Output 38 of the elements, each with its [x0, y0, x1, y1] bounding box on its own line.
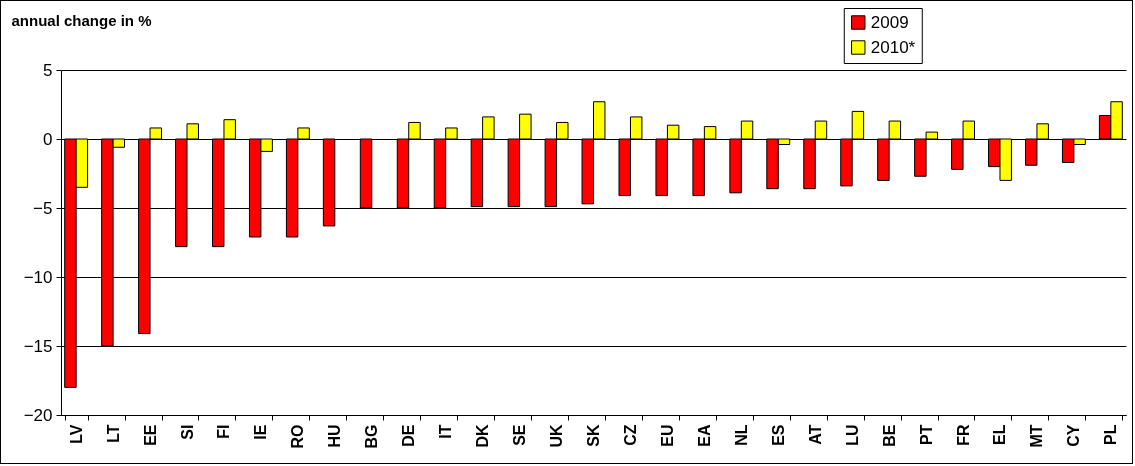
x-tick-label: AT	[806, 424, 824, 445]
x-tick-label: HU	[326, 424, 344, 448]
x-tick-label: SE	[511, 424, 529, 446]
x-tick-label: SI	[178, 424, 196, 440]
y-tick-label: −15	[23, 336, 53, 356]
y-axis-title: annual change in %	[11, 11, 152, 29]
x-tick-label: CZ	[621, 424, 639, 446]
x-tick-label: DE	[400, 424, 418, 447]
x-tick-label: MT	[1028, 424, 1046, 448]
x-tick-label: IE	[252, 424, 270, 440]
y-tick-label: −5	[33, 198, 53, 218]
x-tick-label: ES	[769, 424, 787, 446]
x-tick-label: PL	[1102, 424, 1120, 445]
x-tick-label: PT	[917, 424, 935, 445]
x-tick-label: IT	[437, 424, 455, 439]
x-tick-label: EU	[658, 424, 676, 447]
x-tick-label: EA	[695, 424, 713, 447]
x-tick-label: FR	[954, 424, 972, 446]
x-tick-label: SK	[585, 424, 602, 447]
x-tick-label: LU	[843, 424, 861, 446]
x-tick-label: UK	[548, 424, 566, 448]
legend-label: 2010*	[870, 37, 916, 57]
x-tick-label: FI	[215, 424, 233, 439]
y-tick-label: −20	[23, 405, 53, 425]
x-tick-label: BG	[363, 424, 381, 449]
legend-label: 2009	[870, 12, 909, 32]
x-tick-label: EL	[991, 424, 1009, 445]
x-tick-label: BE	[880, 424, 898, 447]
x-tick-label: DK	[474, 424, 492, 448]
x-tick-label: RO	[289, 424, 307, 449]
x-tick-label: NL	[732, 424, 750, 446]
x-tick-label: LV	[67, 424, 85, 444]
x-tick-label: EE	[141, 424, 159, 446]
y-tick-label: 5	[43, 60, 53, 80]
x-tick-label: LT	[104, 424, 122, 443]
y-tick-label: −10	[23, 267, 53, 287]
x-tick-label: CY	[1065, 424, 1083, 447]
y-tick-label: 0	[43, 129, 53, 149]
